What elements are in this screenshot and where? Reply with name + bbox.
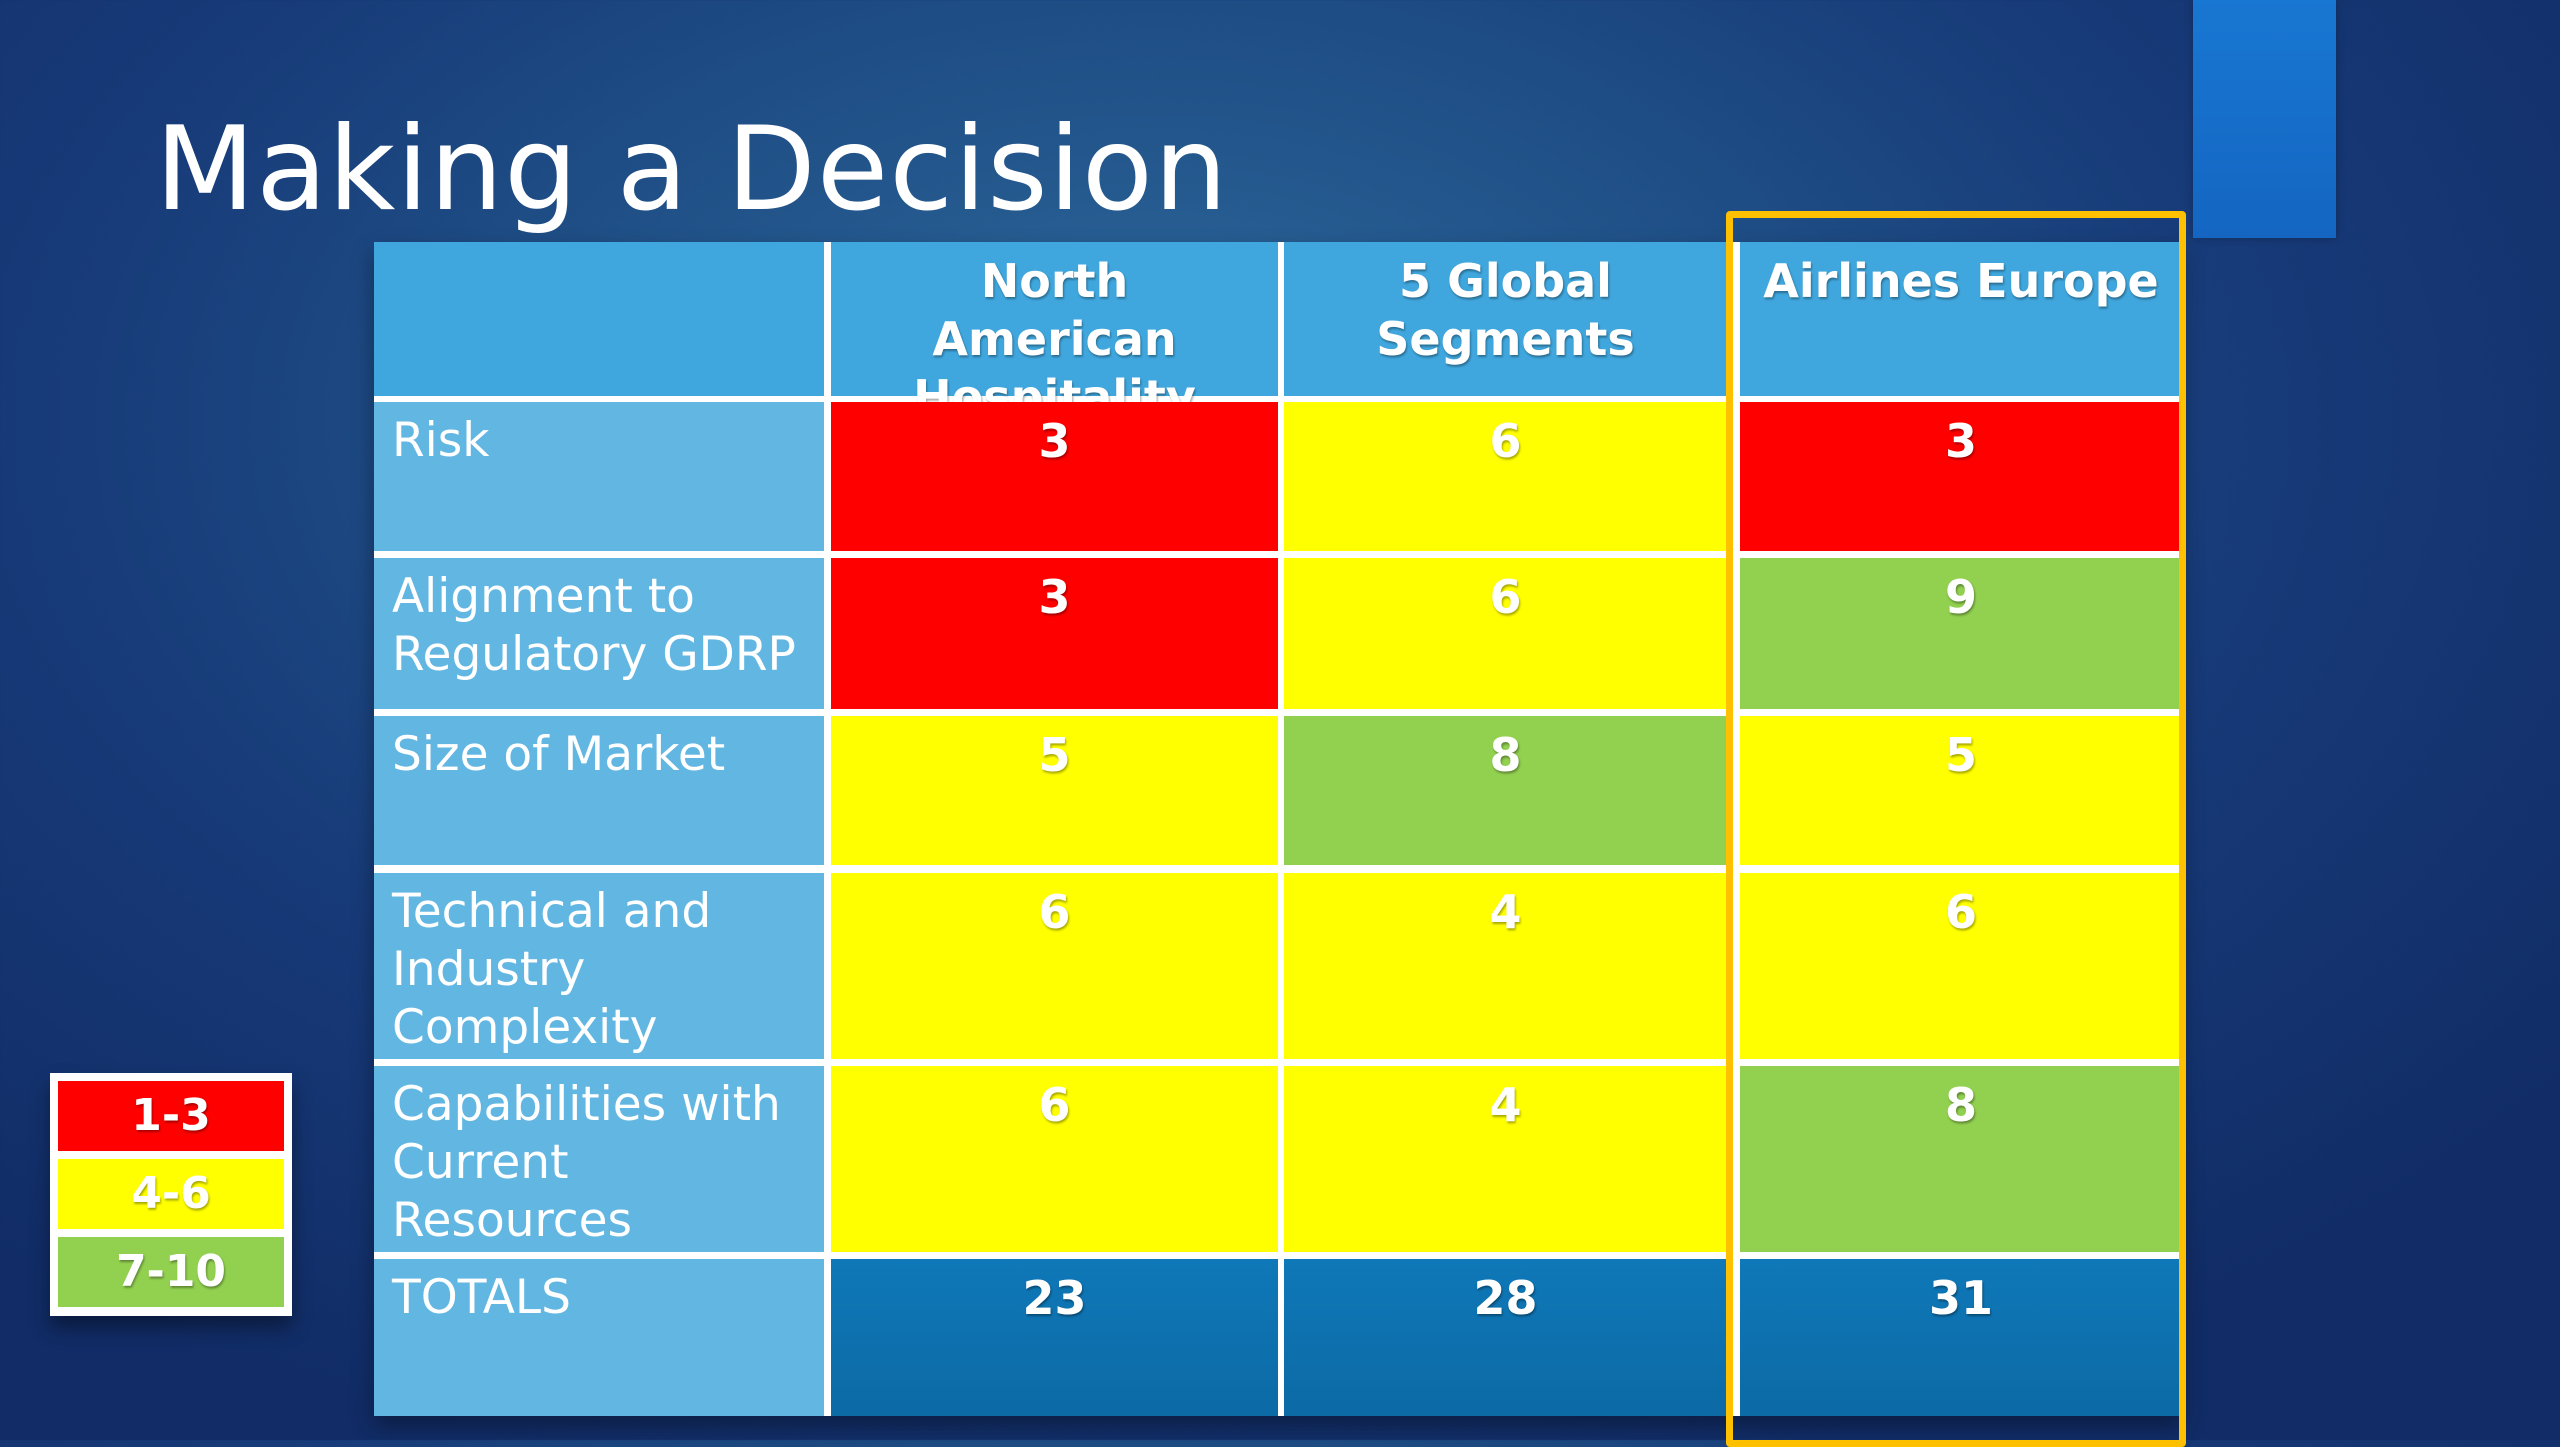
score-cell: 3 xyxy=(1740,402,2182,551)
score-cell: 3 xyxy=(831,558,1278,709)
decision-table: North American Hospitality 5 Global Segm… xyxy=(374,242,2182,1416)
score-cell: 6 xyxy=(1284,558,1727,709)
score-cell: 6 xyxy=(1740,873,2182,1059)
score-cell: 9 xyxy=(1740,558,2182,709)
column-header-north-american-hospitality: North American Hospitality xyxy=(831,242,1278,424)
score-cell: 6 xyxy=(831,1066,1278,1252)
legend-item-low: 1-3 xyxy=(58,1081,284,1151)
score-cell: 4 xyxy=(1284,873,1727,1059)
score-cell: 5 xyxy=(831,716,1278,865)
row-label-alignment: Alignment to Regulatory GDRP xyxy=(374,558,824,709)
total-cell: 23 xyxy=(831,1259,1278,1416)
score-cell: 6 xyxy=(831,873,1278,1059)
color-legend: 1-3 4-6 7-10 xyxy=(50,1073,292,1316)
legend-item-medium: 4-6 xyxy=(58,1159,284,1229)
score-cell: 8 xyxy=(1284,716,1727,865)
accent-bar xyxy=(2193,0,2336,238)
header-corner-cell xyxy=(374,242,824,396)
row-label-capabilities: Capabilities with Current Resources xyxy=(374,1066,824,1252)
total-cell: 28 xyxy=(1284,1259,1727,1416)
column-header-5-global-segments: 5 Global Segments xyxy=(1284,242,1727,396)
slide-title: Making a Decision xyxy=(155,102,1229,237)
score-cell: 6 xyxy=(1284,402,1727,551)
score-cell: 3 xyxy=(831,402,1278,551)
row-label-size-of-market: Size of Market xyxy=(374,716,824,865)
total-cell: 31 xyxy=(1740,1259,2182,1416)
highlight-box-airlines-europe xyxy=(1726,211,2186,1447)
score-cell: 4 xyxy=(1284,1066,1727,1252)
row-label-risk: Risk xyxy=(374,402,824,551)
row-label-totals: TOTALS xyxy=(374,1259,824,1416)
legend-item-high: 7-10 xyxy=(58,1237,284,1307)
score-cell: 5 xyxy=(1740,716,2182,865)
column-header-airlines-europe: Airlines Europe xyxy=(1740,242,2182,396)
score-cell: 8 xyxy=(1740,1066,2182,1252)
row-label-technical-complexity: Technical and Industry Complexity xyxy=(374,873,824,1059)
